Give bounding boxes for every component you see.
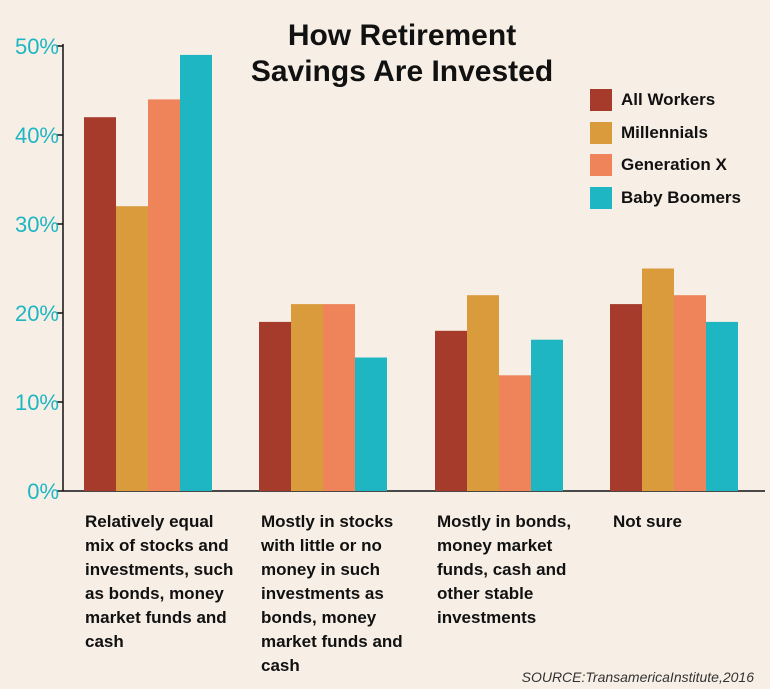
bar bbox=[180, 54, 212, 492]
legend: All Workers Millennials Generation X Bab… bbox=[590, 84, 770, 214]
legend-item-generation-x: Generation X bbox=[590, 149, 770, 182]
legend-swatch-millennials bbox=[590, 121, 612, 144]
category-label-mostly-bonds: Mostly in bonds, money market funds, cas… bbox=[437, 512, 572, 627]
chart-title-line-2: Savings Are Invested bbox=[250, 55, 554, 88]
bar bbox=[499, 375, 531, 491]
bar bbox=[116, 206, 148, 491]
bar bbox=[84, 117, 116, 491]
bar bbox=[674, 295, 706, 491]
category-label-not-sure: Not sure bbox=[613, 512, 682, 531]
legend-swatch-generation-x bbox=[590, 154, 612, 177]
bar bbox=[706, 321, 738, 491]
bar bbox=[531, 339, 563, 491]
category-label-mostly-stocks: Mostly in stocks with little or no money… bbox=[261, 512, 403, 675]
y-tick-label: 40% bbox=[15, 123, 59, 148]
bar bbox=[323, 304, 355, 491]
y-tick-label: 30% bbox=[15, 212, 59, 237]
source-note: SOURCE:TransamericaInstitute,2016 bbox=[521, 669, 754, 685]
legend-label-baby-boomers: Baby Boomers bbox=[621, 187, 741, 207]
bar bbox=[148, 99, 180, 492]
legend-label-millennials: Millennials bbox=[621, 122, 708, 142]
category-label-equal-mix: Relatively equal mix of stocks and inves… bbox=[85, 512, 234, 651]
legend-swatch-all-workers bbox=[590, 89, 612, 112]
legend-swatch-baby-boomers bbox=[590, 186, 612, 209]
legend-label-generation-x: Generation X bbox=[621, 155, 727, 175]
y-tick-label: 0% bbox=[27, 479, 59, 504]
chart-title-line-1: How Retirement bbox=[287, 19, 517, 52]
bar bbox=[642, 268, 674, 491]
legend-item-all-workers: All Workers bbox=[590, 84, 770, 117]
bar bbox=[467, 295, 499, 491]
bar bbox=[355, 357, 387, 491]
bar bbox=[259, 321, 291, 491]
legend-item-millennials: Millennials bbox=[590, 117, 770, 150]
bar bbox=[610, 304, 642, 491]
chart-title: How Retirement Savings Are Invested bbox=[226, 18, 578, 90]
bar bbox=[435, 330, 467, 491]
y-tick-label: 20% bbox=[15, 301, 59, 326]
bar bbox=[291, 304, 323, 491]
legend-item-baby-boomers: Baby Boomers bbox=[590, 182, 770, 215]
y-tick-label: 10% bbox=[15, 390, 59, 415]
y-tick-label: 50% bbox=[15, 34, 59, 59]
legend-label-all-workers: All Workers bbox=[621, 90, 716, 110]
